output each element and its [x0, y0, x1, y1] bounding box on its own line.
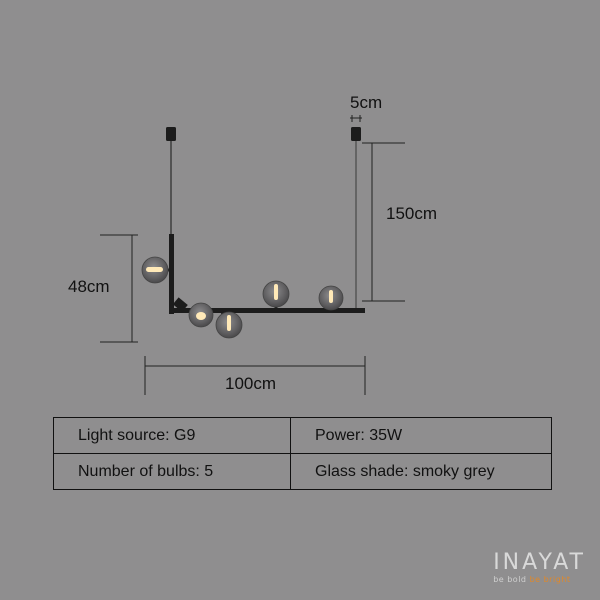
dimension-drop-label: 150cm — [386, 204, 438, 223]
dimension-width-label: 100cm — [225, 374, 277, 393]
dimension-width-line — [144, 356, 366, 395]
bulb-1 — [141, 256, 169, 284]
spec-power: Power: 35W — [290, 417, 552, 454]
brand-tagline: be bold be bright — [493, 575, 586, 584]
brand-tagline-accent: be bright — [529, 575, 571, 584]
spec-bulb-count: Number of bulbs: 5 — [53, 453, 291, 490]
ceiling-canopy-right — [351, 127, 361, 309]
dimension-cable-label: 5cm — [350, 93, 383, 112]
ceiling-canopy-left — [166, 127, 176, 234]
dimension-cable-line — [350, 115, 362, 122]
spec-glass-shade: Glass shade: smoky grey — [290, 453, 552, 490]
dimension-height-label: 48cm — [68, 277, 110, 296]
spec-row: Light source: G9 Power: 35W — [53, 417, 552, 454]
brand-logo: INAYAT be bold be bright — [493, 550, 586, 585]
lamp-frame — [169, 234, 365, 314]
dimension-drop-line — [362, 142, 405, 302]
bulb-4 — [262, 280, 290, 308]
spec-table: Light source: G9 Power: 35W Number of bu… — [53, 417, 552, 490]
bulb-5 — [318, 285, 344, 311]
spec-light-source: Light source: G9 — [53, 417, 291, 454]
bulb-3 — [215, 311, 243, 339]
brand-tagline-start: be bold — [493, 575, 527, 584]
dimension-height-line — [100, 234, 138, 343]
bulb-2 — [188, 302, 214, 328]
brand-name: INAYAT — [493, 550, 586, 575]
spec-row: Number of bulbs: 5 Glass shade: smoky gr… — [53, 453, 552, 490]
